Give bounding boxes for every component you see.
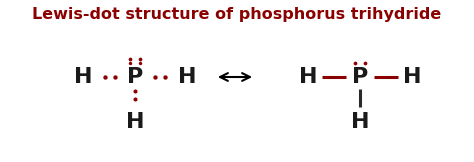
Text: H: H — [74, 67, 92, 87]
Text: H: H — [126, 112, 144, 132]
Text: H: H — [403, 67, 421, 87]
Text: P: P — [352, 67, 368, 87]
Text: H: H — [178, 67, 196, 87]
Text: Lewis-dot structure of phosphorus trihydride: Lewis-dot structure of phosphorus trihyd… — [32, 6, 442, 22]
Text: H: H — [299, 67, 317, 87]
Text: P: P — [127, 67, 143, 87]
Text: H: H — [351, 112, 369, 132]
